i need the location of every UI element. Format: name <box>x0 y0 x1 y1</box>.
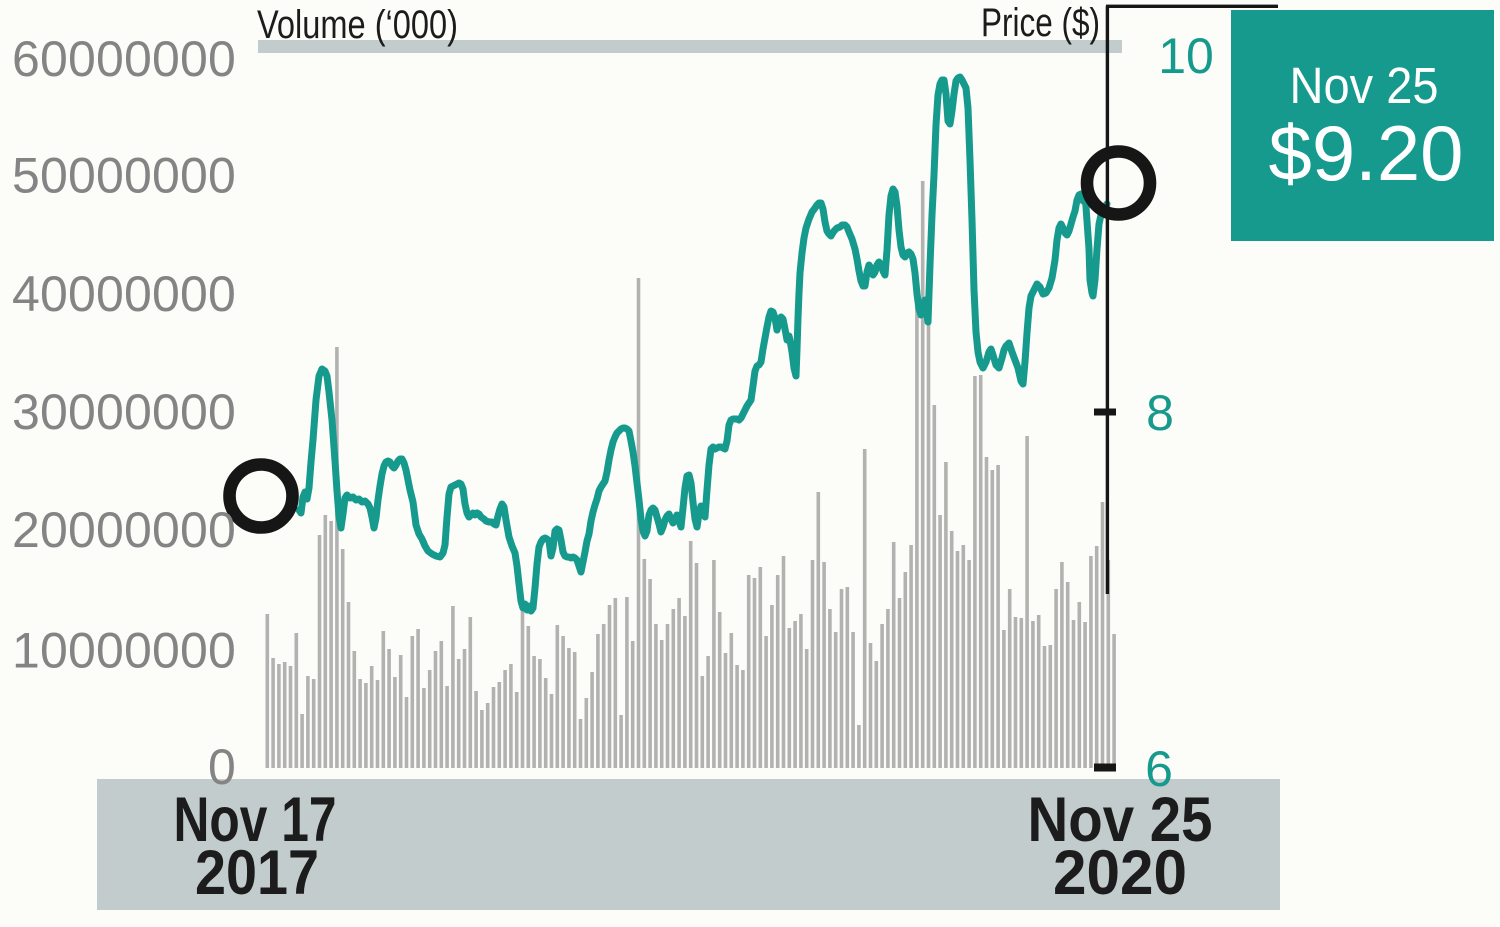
svg-text:60000000: 60000000 <box>12 31 236 87</box>
svg-text:10000000: 10000000 <box>12 623 236 679</box>
svg-text:Nov 25: Nov 25 <box>1028 785 1213 855</box>
svg-text:40000000: 40000000 <box>12 266 236 322</box>
svg-text:8: 8 <box>1146 385 1174 441</box>
svg-text:$9.20: $9.20 <box>1269 109 1464 197</box>
svg-text:50000000: 50000000 <box>12 148 236 204</box>
svg-text:Price ($): Price ($) <box>981 1 1100 45</box>
svg-text:10: 10 <box>1158 28 1214 84</box>
svg-text:30000000: 30000000 <box>12 384 236 440</box>
svg-text:0: 0 <box>208 739 236 795</box>
svg-text:2017: 2017 <box>195 838 319 908</box>
svg-text:Nov 25: Nov 25 <box>1290 57 1439 114</box>
svg-text:2020: 2020 <box>1053 838 1187 908</box>
svg-text:Volume (‘000): Volume (‘000) <box>257 3 458 47</box>
svg-text:Nov 17: Nov 17 <box>174 785 337 855</box>
svg-text:20000000: 20000000 <box>12 502 236 558</box>
svg-text:6: 6 <box>1145 741 1173 797</box>
